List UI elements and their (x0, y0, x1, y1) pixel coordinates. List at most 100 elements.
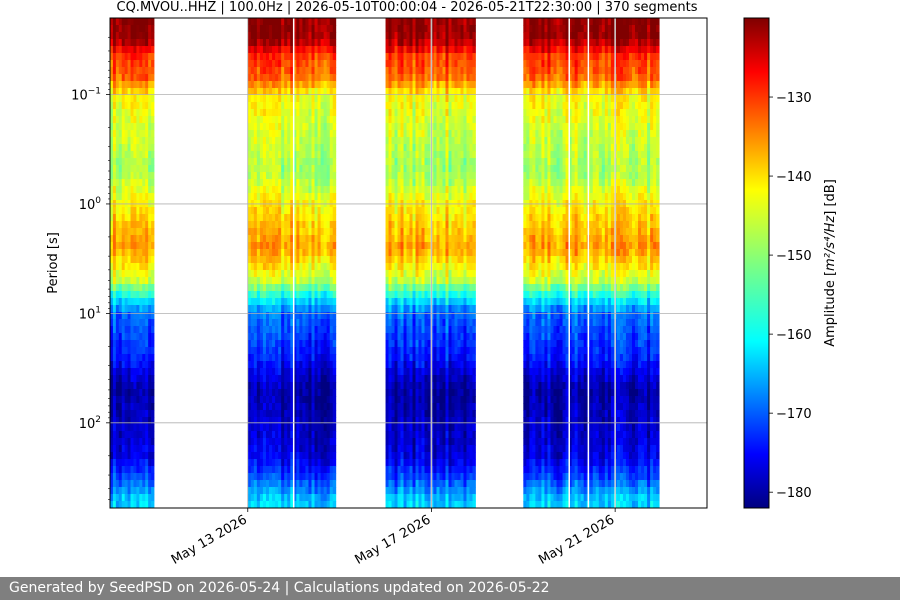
heatmap-cell (433, 116, 437, 124)
heatmap-cell (290, 431, 294, 439)
heatmap-cell (275, 291, 279, 299)
heatmap-cell (281, 46, 285, 54)
heatmap-cell (317, 438, 322, 446)
heatmap-cell (403, 46, 407, 54)
heatmap-cell (314, 18, 318, 26)
heatmap-cell (436, 270, 440, 278)
heatmap-cell (302, 179, 306, 187)
heatmap-cell (299, 242, 303, 250)
heatmap-cell (139, 18, 143, 26)
heatmap-cell (388, 305, 392, 313)
heatmap-cell (121, 312, 126, 320)
heatmap-cell (314, 228, 318, 236)
heatmap-cell (317, 382, 322, 390)
heatmap-cell (293, 319, 297, 327)
heatmap-cell (127, 221, 131, 229)
heatmap-cell (409, 438, 413, 446)
heatmap-cell (469, 221, 473, 229)
heatmap-cell (448, 32, 452, 40)
heatmap-cell (311, 123, 315, 131)
heatmap-cell (269, 494, 273, 502)
heatmap-cell (326, 207, 331, 215)
heatmap-cell (296, 466, 300, 474)
heatmap-cell (472, 123, 476, 131)
heatmap-cell (320, 340, 325, 348)
heatmap-cell (142, 417, 146, 425)
heatmap-cell (127, 459, 131, 467)
heatmap-cell (412, 39, 416, 47)
heatmap-cell (139, 179, 143, 187)
heatmap-cell (463, 403, 467, 411)
heatmap-cell (409, 284, 413, 292)
heatmap-cell (448, 144, 452, 152)
heatmap-cell (256, 172, 261, 180)
heatmap-cell (299, 312, 303, 320)
heatmap-cell (424, 116, 428, 124)
heatmap-cell (454, 74, 458, 82)
heatmap-cell (121, 473, 126, 481)
heatmap-cell (400, 361, 404, 369)
heatmap-cell (262, 452, 267, 460)
heatmap-cell (427, 214, 431, 222)
heatmap-cell (305, 228, 309, 236)
heatmap-cell (400, 256, 404, 264)
heatmap-cell (391, 256, 395, 264)
heatmap-cell (451, 235, 455, 243)
heatmap-cell (329, 480, 334, 488)
heatmap-cell (332, 193, 337, 201)
heatmap-cell (436, 137, 440, 145)
heatmap-cell (391, 368, 395, 376)
heatmap-cell (388, 39, 392, 47)
heatmap-cell (302, 207, 306, 215)
heatmap-cell (317, 53, 322, 61)
heatmap-cell (421, 39, 425, 47)
heatmap-cell (259, 221, 264, 229)
heatmap-cell (421, 319, 425, 327)
heatmap-cell (314, 298, 318, 306)
heatmap-cell (403, 326, 407, 334)
heatmap-cell (299, 284, 303, 292)
heatmap-cell (439, 389, 443, 397)
heatmap-cell (332, 256, 337, 264)
heatmap-cell (269, 396, 273, 404)
heatmap-cell (299, 305, 303, 313)
heatmap-cell (403, 410, 407, 418)
heatmap-cell (385, 109, 389, 117)
heatmap-cell (256, 382, 261, 390)
heatmap-cell (388, 137, 392, 145)
heatmap-cell (121, 284, 126, 292)
heatmap-cell (320, 179, 325, 187)
heatmap-cell (323, 193, 328, 201)
heatmap-cell (466, 284, 470, 292)
heatmap-cell (278, 109, 282, 117)
heatmap-cell (415, 375, 419, 383)
heatmap-cell (293, 158, 297, 166)
heatmap-cell (262, 207, 267, 215)
heatmap-cell (320, 151, 325, 159)
heatmap-cell (385, 130, 389, 138)
heatmap-cell (463, 193, 467, 201)
heatmap-cell (314, 172, 318, 180)
heatmap-cell (305, 417, 309, 425)
heatmap-cell (112, 116, 117, 124)
heatmap-cell (127, 123, 131, 131)
heatmap-cell (265, 417, 270, 425)
heatmap-cell (317, 102, 322, 110)
heatmap-cell (148, 165, 152, 173)
heatmap-cell (415, 123, 419, 131)
heatmap-cell (397, 137, 401, 145)
heatmap-cell (388, 151, 392, 159)
heatmap-cell (308, 480, 312, 488)
heatmap-cell (406, 95, 410, 103)
heatmap-cell (326, 165, 331, 173)
heatmap-cell (118, 137, 123, 145)
heatmap-cell (442, 368, 446, 376)
heatmap-cell (151, 116, 155, 124)
heatmap-cell (317, 46, 322, 54)
heatmap-cell (388, 81, 392, 89)
heatmap-cell (460, 270, 464, 278)
heatmap-cell (314, 284, 318, 292)
heatmap-cell (448, 403, 452, 411)
heatmap-cell (451, 326, 455, 334)
heatmap-cell (250, 459, 255, 467)
